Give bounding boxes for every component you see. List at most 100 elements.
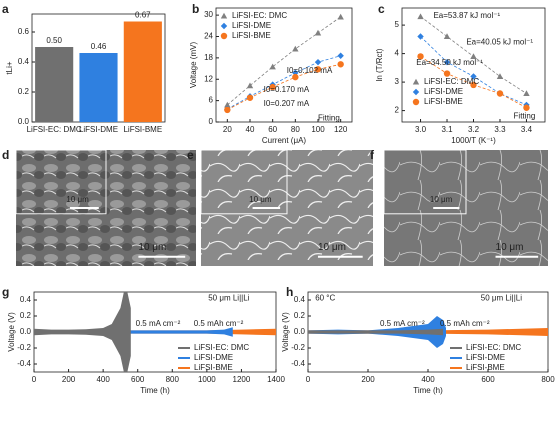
legend-label: LiFSI-DME (194, 353, 233, 362)
marker (314, 29, 322, 36)
y-axis-label: Voltage (mV) (189, 42, 198, 89)
scale-bar-label: 10 μm (66, 195, 89, 204)
bar (123, 21, 162, 122)
annotation: Ea=34.50 kJ mol⁻¹ (416, 58, 483, 67)
x-tick-label: 80 (291, 125, 300, 134)
y-tick-label: 3 (395, 77, 400, 86)
x-tick-label: 0 (32, 375, 37, 384)
y-tick-label: 2 (395, 106, 400, 115)
sem-inset (200, 149, 288, 215)
marker (220, 22, 228, 30)
marker (496, 90, 504, 97)
x-tick-label: LiFSI-BME (123, 125, 162, 134)
y-tick-label: 0.0 (294, 327, 306, 336)
y-tick-label: 0.4 (20, 295, 32, 304)
panel-label: b (192, 2, 199, 16)
sem-inset (383, 149, 467, 215)
marker (337, 13, 344, 20)
x-tick-label: LiFSI-EC: DMC (27, 125, 82, 134)
x-tick-label: 600 (481, 375, 495, 384)
x-tick-label: 400 (421, 375, 435, 384)
y-axis-label: Voltage (V) (281, 312, 290, 352)
marker (443, 33, 451, 40)
value-label: 0.46 (91, 42, 107, 51)
axes-frame (215, 7, 353, 123)
annotation: Ea=40.05 kJ mol⁻¹ (466, 37, 533, 46)
legend-label: LiFSI-EC: DMC (424, 77, 479, 86)
marker (412, 78, 420, 85)
x-tick-label: 3.3 (494, 125, 506, 134)
sem-inset (15, 149, 107, 215)
x-tick-label: 200 (361, 375, 375, 384)
bar (35, 47, 74, 122)
scale-bar-label: 10 μm (430, 195, 453, 204)
y-tick-label: 0.2 (294, 311, 306, 320)
y-tick-label: -0.4 (291, 359, 305, 368)
value-label: 0.67 (135, 11, 151, 20)
x-tick-label: 3.4 (521, 125, 533, 134)
x-tick-label: 120 (334, 125, 348, 134)
y-tick-label: 30 (204, 10, 213, 19)
annotation: I0=0.102 mA (287, 66, 333, 75)
voltage-band (308, 328, 443, 336)
x-tick-label: 40 (246, 125, 255, 134)
y-tick-label: 0.0 (18, 117, 30, 126)
marker (417, 53, 424, 60)
marker (412, 98, 420, 106)
marker (417, 13, 424, 20)
x-tick-label: 600 (131, 375, 145, 384)
voltage-band (34, 327, 233, 337)
value-label: 0.50 (46, 36, 62, 45)
legend-label: LiFSI-EC: DMC (466, 343, 521, 352)
marker (417, 33, 424, 40)
x-tick-label: 60 (268, 125, 277, 134)
marker (220, 32, 228, 40)
y-tick-label: 0.6 (18, 27, 30, 36)
marker (470, 53, 477, 60)
legend-label: LiFSI-EC: DMC (194, 343, 249, 352)
legend-label: LiFSI-BME (194, 363, 233, 372)
x-tick-label: 800 (166, 375, 180, 384)
scale-bar-label: 10 μm (249, 195, 272, 204)
x-tick-label: 1000 (198, 375, 216, 384)
x-tick-label: 800 (541, 375, 555, 384)
marker (269, 83, 276, 91)
x-axis-label: Current (μA) (262, 136, 307, 145)
y-tick-label: 0.2 (18, 87, 30, 96)
annotation: 0.5 mA cm⁻² (136, 319, 181, 328)
y-tick-label: 12 (204, 74, 213, 83)
legend-label: LiFSI-BME (466, 363, 505, 372)
x-axis-label: Time (h) (413, 386, 443, 395)
y-tick-label: 18 (204, 53, 213, 62)
y-axis-label: ln (T/Rct) (375, 48, 384, 81)
panel-label: d (2, 148, 9, 162)
legend-label: LiFSI-DME (466, 353, 505, 362)
scale-bar-label: 10 μm (496, 242, 524, 253)
marker (443, 58, 451, 66)
scale-bar-label: 10 μm (318, 242, 346, 253)
legend-label: LiFSI-EC: DMC (232, 11, 287, 20)
x-tick-label: 1400 (267, 375, 285, 384)
y-tick-label: 0.4 (18, 57, 30, 66)
marker (523, 90, 530, 97)
panel-label: g (2, 285, 9, 299)
x-tick-label: LiFSI-DME (79, 125, 118, 134)
annotation: Fitting (514, 111, 536, 120)
y-tick-label: 4 (395, 49, 400, 58)
y-tick-label: 0.4 (294, 295, 306, 304)
marker (443, 70, 451, 77)
marker (496, 73, 504, 79)
annotation: 60 °C (315, 294, 335, 303)
legend-label: LiFSI-DME (424, 87, 463, 96)
marker (224, 106, 231, 114)
annotation: Fitting (318, 114, 340, 123)
x-tick-label: 1200 (233, 375, 251, 384)
annotation: I0=0.207 mA (264, 99, 310, 108)
marker (470, 81, 477, 89)
marker (314, 58, 322, 66)
panel-label: f (370, 148, 375, 162)
marker (337, 52, 344, 59)
marker (292, 73, 299, 81)
annotation: Ea=53.87 kJ mol⁻¹ (433, 11, 500, 20)
